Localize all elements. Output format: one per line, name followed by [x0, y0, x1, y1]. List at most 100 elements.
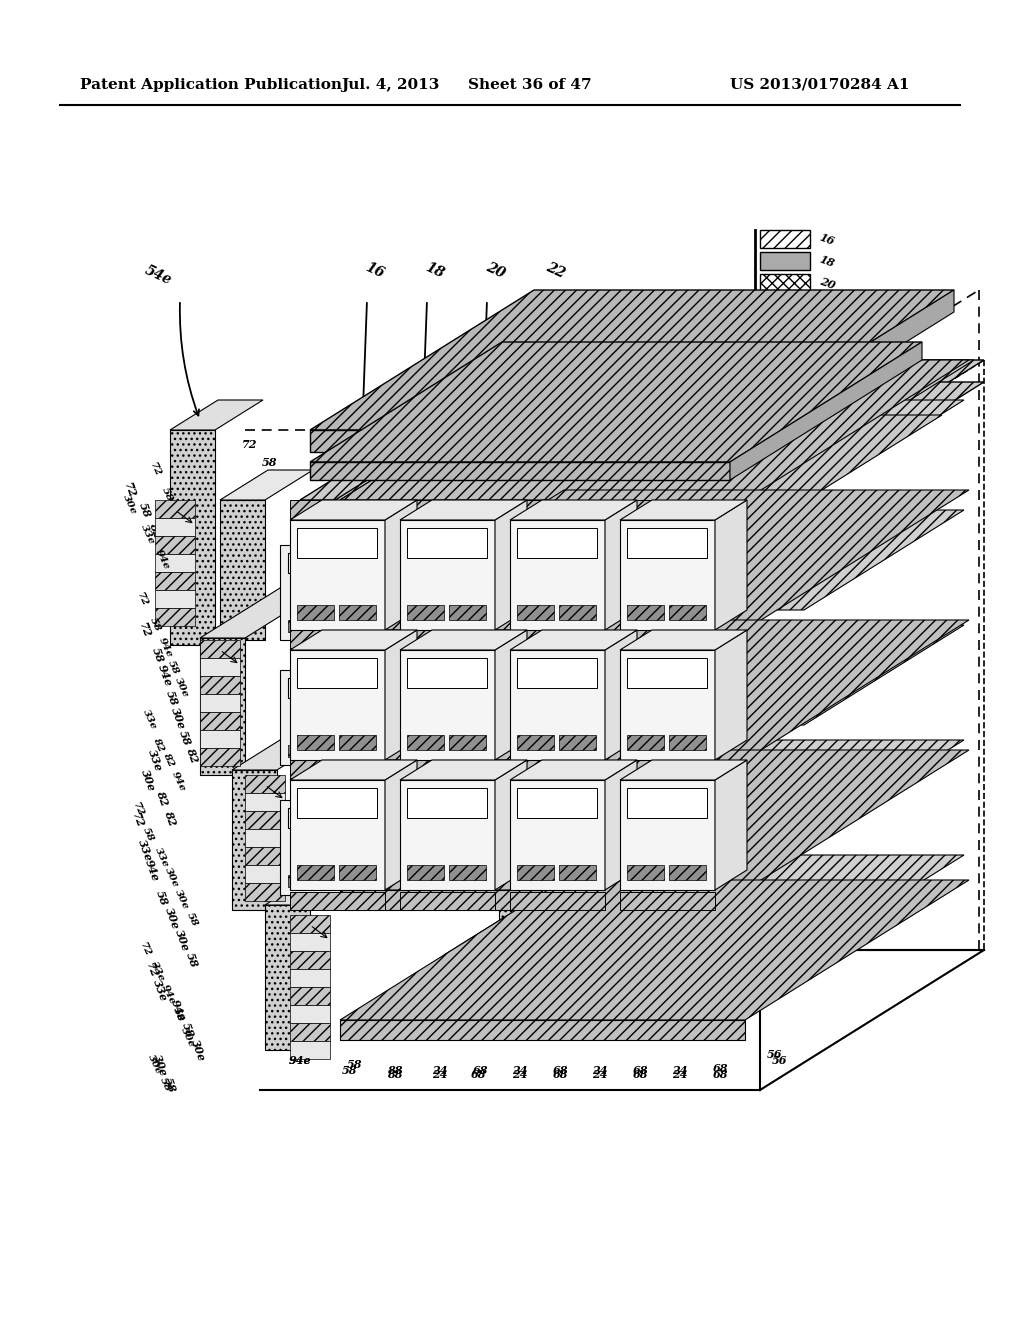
- Bar: [628, 678, 707, 698]
- Text: 33e: 33e: [161, 568, 179, 593]
- Polygon shape: [265, 906, 310, 1049]
- Bar: [245, 883, 285, 902]
- Polygon shape: [620, 630, 746, 649]
- Text: 20: 20: [818, 275, 837, 290]
- Text: 33e: 33e: [154, 846, 171, 870]
- Bar: [510, 780, 605, 890]
- Text: 82: 82: [161, 751, 175, 768]
- Bar: [339, 865, 376, 880]
- Text: 58: 58: [328, 549, 343, 561]
- Bar: [288, 744, 312, 756]
- Text: 33e: 33e: [139, 524, 157, 546]
- Bar: [380, 540, 740, 554]
- Polygon shape: [620, 500, 746, 520]
- Text: 88: 88: [387, 1064, 402, 1076]
- Polygon shape: [170, 430, 215, 645]
- Text: 66: 66: [529, 689, 545, 701]
- Text: 70: 70: [442, 755, 458, 766]
- Text: 66: 66: [419, 814, 435, 825]
- Bar: [620, 545, 715, 640]
- Polygon shape: [400, 500, 527, 520]
- Bar: [280, 671, 375, 766]
- Text: 70: 70: [458, 615, 473, 626]
- Bar: [500, 800, 595, 895]
- Text: 68: 68: [632, 1069, 648, 1081]
- Polygon shape: [290, 760, 417, 780]
- Bar: [669, 605, 706, 620]
- Bar: [627, 735, 664, 750]
- Bar: [155, 500, 195, 517]
- Bar: [620, 760, 715, 777]
- Text: 24: 24: [592, 1069, 608, 1081]
- Text: 66: 66: [552, 694, 567, 705]
- Bar: [200, 694, 240, 711]
- Text: 80: 80: [472, 490, 487, 500]
- Bar: [200, 748, 240, 766]
- Text: 68: 68: [470, 1069, 485, 1081]
- Bar: [245, 829, 285, 847]
- Polygon shape: [385, 500, 417, 630]
- Polygon shape: [300, 360, 984, 500]
- Text: Sheet 36 of 47: Sheet 36 of 47: [468, 78, 592, 92]
- Bar: [508, 808, 587, 828]
- Bar: [559, 605, 596, 620]
- Text: 33e: 33e: [146, 747, 164, 772]
- Text: 88: 88: [482, 775, 498, 785]
- Bar: [760, 230, 810, 248]
- Bar: [288, 620, 312, 632]
- Bar: [508, 678, 587, 698]
- Polygon shape: [400, 630, 527, 649]
- Polygon shape: [605, 630, 637, 760]
- Text: 72: 72: [137, 620, 153, 639]
- Polygon shape: [605, 760, 637, 890]
- Bar: [559, 865, 596, 880]
- Bar: [669, 744, 693, 756]
- Bar: [517, 528, 597, 558]
- Bar: [549, 875, 573, 887]
- Bar: [510, 762, 605, 780]
- Text: 68: 68: [632, 1064, 648, 1076]
- Bar: [398, 875, 422, 887]
- Bar: [297, 788, 377, 818]
- Bar: [508, 744, 532, 756]
- Text: 88: 88: [387, 1069, 402, 1081]
- Bar: [290, 969, 330, 987]
- Bar: [200, 730, 240, 748]
- Polygon shape: [499, 795, 592, 825]
- Text: 24: 24: [672, 1069, 688, 1081]
- Text: US 2013/0170284 A1: US 2013/0170284 A1: [730, 78, 909, 92]
- Text: 72: 72: [243, 440, 258, 450]
- Text: 58: 58: [342, 694, 357, 705]
- Text: 56: 56: [767, 1049, 782, 1060]
- Text: 58: 58: [155, 888, 170, 907]
- Text: 58: 58: [342, 814, 357, 825]
- Bar: [510, 892, 605, 909]
- Text: 58: 58: [177, 729, 193, 747]
- Bar: [200, 657, 240, 676]
- Bar: [627, 865, 664, 880]
- Text: 66: 66: [402, 590, 418, 601]
- Polygon shape: [310, 342, 922, 462]
- Bar: [407, 735, 444, 750]
- Bar: [439, 620, 463, 632]
- Text: 66: 66: [442, 694, 458, 705]
- Text: 94e: 94e: [143, 858, 161, 883]
- Text: 33e: 33e: [136, 837, 154, 862]
- Text: 94e: 94e: [589, 465, 611, 475]
- Bar: [508, 620, 532, 632]
- Bar: [628, 553, 707, 573]
- Polygon shape: [340, 750, 969, 890]
- Text: 94e: 94e: [604, 440, 627, 450]
- Polygon shape: [444, 400, 964, 500]
- Bar: [245, 775, 285, 793]
- Text: 94e: 94e: [783, 935, 806, 945]
- Polygon shape: [300, 381, 984, 521]
- Text: 30e: 30e: [173, 888, 190, 912]
- Bar: [290, 1041, 330, 1059]
- Bar: [627, 657, 707, 688]
- Polygon shape: [730, 342, 922, 480]
- Text: 58: 58: [787, 540, 803, 550]
- Text: 24: 24: [532, 524, 548, 536]
- Bar: [620, 780, 715, 890]
- Bar: [310, 430, 730, 451]
